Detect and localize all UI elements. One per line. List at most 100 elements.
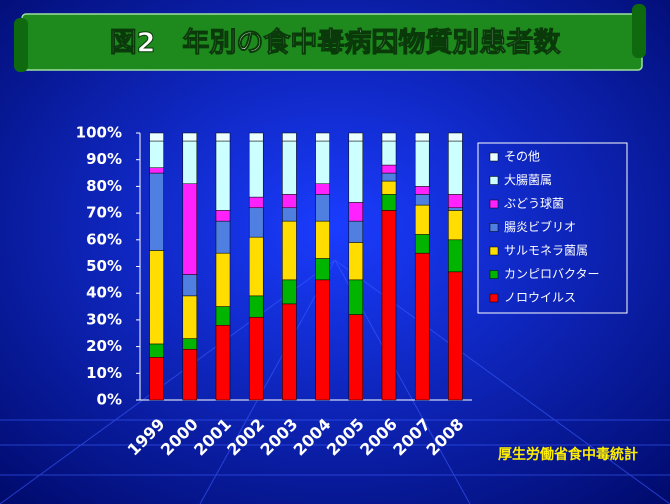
bar-segment [149, 250, 164, 345]
bar-segment [315, 132, 330, 142]
bar-segment [182, 132, 198, 142]
bar-segment [248, 295, 264, 318]
bar-segment [348, 279, 364, 315]
bar-segment [315, 140, 330, 184]
bar-segment [282, 279, 297, 305]
bar-segment [381, 180, 397, 195]
source-note: 厚生労働省食中毒統計 [498, 446, 638, 463]
background-grid [0, 259, 670, 504]
chart-title: 図2 年別の食中毒病因物質別患者数 [110, 27, 562, 59]
bar-segment [381, 140, 397, 166]
bar-segment [381, 132, 397, 142]
legend-label: サルモネラ菌属 [504, 244, 588, 258]
bar-segment [215, 220, 231, 254]
bar-segment [215, 210, 231, 222]
bar-segment [448, 207, 463, 211]
bar-segment [215, 324, 231, 401]
bar-segment [215, 140, 231, 211]
bar-segment [215, 252, 231, 307]
bar-segment [414, 234, 430, 254]
bar-segment [448, 210, 463, 241]
y-tick-label: 50% [86, 257, 122, 275]
bar-segment [282, 140, 297, 195]
y-tick-label: 70% [86, 204, 122, 222]
legend-label: その他 [504, 150, 540, 164]
legend-label: ノロウイルス [504, 291, 576, 305]
legend-label: カンピロバクター [504, 267, 600, 281]
bar-segment [348, 132, 364, 142]
legend-label: ぶどう球菌 [504, 197, 564, 211]
bar-segment [215, 132, 231, 142]
y-tick-label: 90% [86, 150, 122, 168]
bar-segment [282, 220, 297, 281]
y-tick-label: 60% [86, 230, 122, 248]
bar-segment [348, 314, 364, 401]
bar-segment [448, 140, 463, 195]
bar-segment [414, 204, 430, 235]
bar-segment [315, 183, 330, 195]
legend-swatch [489, 152, 499, 162]
bar-segment [414, 186, 430, 195]
bar-segment [381, 164, 397, 174]
bar-segment [282, 303, 297, 401]
bar-segment [248, 140, 264, 198]
bar-segment [282, 194, 297, 209]
bar-segment [315, 220, 330, 259]
legend-swatch [489, 199, 499, 209]
bar-segment [149, 172, 164, 251]
legend-swatch [489, 293, 499, 303]
bar-segment [182, 140, 198, 184]
bar-segment [381, 172, 397, 182]
bar-segment [149, 167, 164, 174]
bar-segment [182, 295, 198, 339]
bar-segment [381, 210, 397, 401]
bar-segment [282, 207, 297, 222]
y-tick-label: 100% [76, 124, 122, 142]
bar-segment [215, 306, 231, 326]
bar-segment [348, 242, 364, 281]
y-tick-label: 10% [86, 364, 122, 382]
bar-segment [448, 132, 463, 142]
legend-box [477, 142, 628, 314]
bar-segment [315, 258, 330, 281]
bar-segment [149, 132, 164, 142]
y-tick-label: 30% [86, 310, 122, 328]
bar-segment [248, 196, 264, 209]
bar-segment [248, 236, 264, 297]
bar-segment [414, 252, 430, 401]
bar-segment [182, 338, 198, 350]
bar-segment [414, 194, 430, 206]
legend-label: 大腸菌属 [504, 173, 552, 187]
bar-segment [182, 183, 198, 275]
bar-segment [448, 271, 463, 401]
bar-segment [182, 349, 198, 401]
bar-segment [248, 316, 264, 401]
bar-segment [182, 274, 198, 297]
bar-segment [414, 140, 430, 187]
bar-segment [348, 202, 364, 222]
bar-segment [282, 132, 297, 142]
bar-segment [381, 194, 397, 211]
bar-segment [414, 132, 430, 142]
legend-swatch [489, 223, 499, 232]
legend-label: 腸炎ビブリオ [504, 219, 576, 234]
bar-segment [315, 279, 330, 401]
bar-segment [149, 357, 164, 401]
bar-segment [248, 207, 264, 238]
y-tick-label: 0% [97, 391, 122, 409]
legend-swatch [489, 176, 499, 185]
legend-swatch [489, 246, 499, 256]
bar-segment [149, 343, 164, 358]
title-banner: 図2 年別の食中毒病因物質別患者数 [14, 4, 646, 72]
bar-segment [348, 140, 364, 203]
y-tick-label: 80% [86, 177, 122, 195]
legend-swatch [489, 270, 499, 279]
y-tick-label: 20% [86, 337, 122, 355]
bar-segment [448, 239, 463, 273]
y-tick-label: 40% [86, 284, 122, 302]
bar-segment [315, 194, 330, 222]
bar-segment [348, 220, 364, 243]
bar-segment [248, 132, 264, 142]
bar-segment [149, 140, 164, 168]
